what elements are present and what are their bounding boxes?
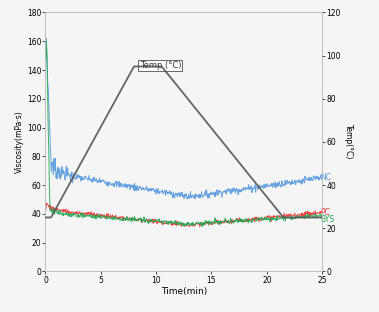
Y-axis label: Viscosity(mPa·s): Viscosity(mPa·s) [15, 110, 24, 173]
Text: BYS: BYS [320, 215, 334, 224]
Text: Temp (°C): Temp (°C) [139, 61, 181, 70]
Text: PC: PC [320, 208, 330, 217]
Y-axis label: Temp(°C): Temp(°C) [344, 124, 352, 160]
Text: NC: NC [320, 173, 331, 183]
X-axis label: Time(min): Time(min) [161, 287, 207, 296]
